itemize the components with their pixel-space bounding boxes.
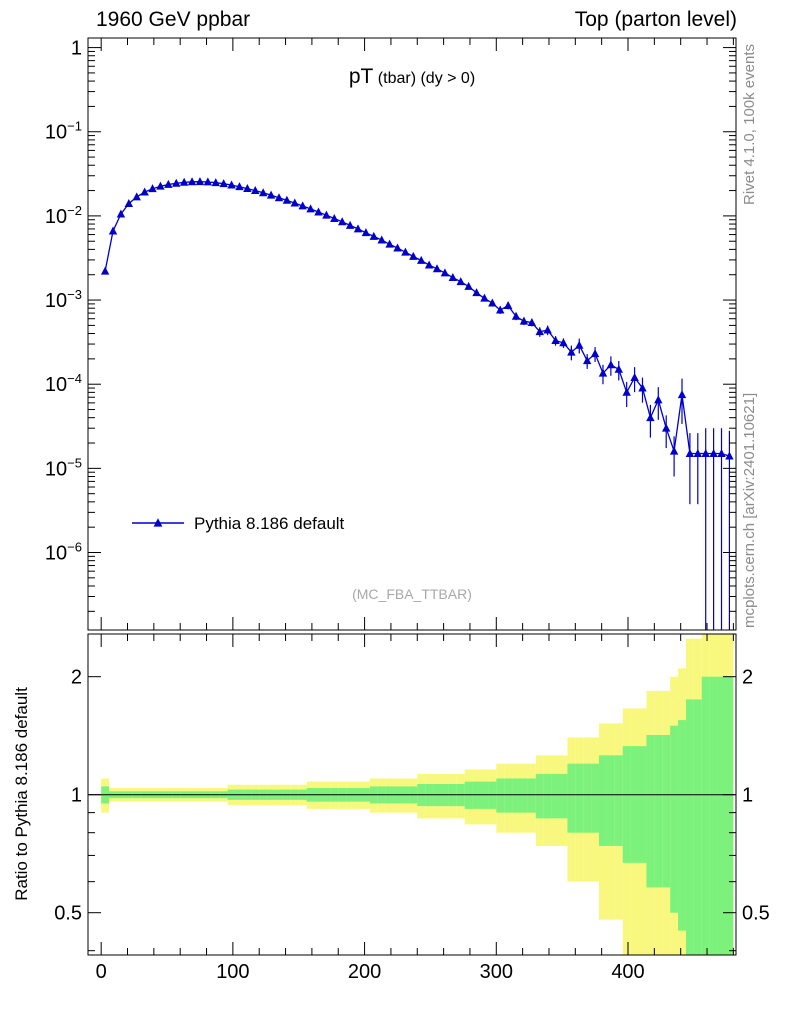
svg-text:10−5: 10−5 xyxy=(45,455,82,480)
axes: 0 100 200 300 400 1 10−1 10−2 10−3 10−4 10−5 10−6 0.… xyxy=(45,37,770,983)
ratio-axis-title: Ratio to Pythia 8.186 default xyxy=(12,687,31,901)
legend: Pythia 8.186 default xyxy=(132,514,345,533)
svg-text:0.5: 0.5 xyxy=(54,903,82,925)
process-label: Top (parton level) xyxy=(575,8,737,31)
analysis-watermark: (MC_FBA_TTBAR) xyxy=(352,586,472,602)
legend-triangle-marker-icon xyxy=(153,518,163,527)
svg-text:10−6: 10−6 xyxy=(45,540,82,565)
svg-text:2: 2 xyxy=(742,667,753,689)
svg-text:400: 400 xyxy=(611,961,644,983)
beam-energy-label: 1960 GeV ppbar xyxy=(96,8,250,31)
svg-text:10−4: 10−4 xyxy=(45,371,82,396)
svg-text:0: 0 xyxy=(96,961,107,983)
rivet-version-label: Rivet 4.1.0, 100k events xyxy=(741,44,758,205)
svg-text:100: 100 xyxy=(216,961,249,983)
svg-text:10−2: 10−2 xyxy=(45,203,82,228)
svg-text:300: 300 xyxy=(480,961,513,983)
svg-text:1: 1 xyxy=(71,38,82,60)
svg-text:10−1: 10−1 xyxy=(45,119,82,144)
svg-text:200: 200 xyxy=(348,961,381,983)
svg-text:1: 1 xyxy=(742,785,753,807)
svg-text:1: 1 xyxy=(71,785,82,807)
main-series xyxy=(100,177,734,630)
svg-text:10−3: 10−3 xyxy=(45,287,82,312)
plot-title: pT (tbar) (dy > 0) xyxy=(349,65,475,88)
svg-text:0.5: 0.5 xyxy=(742,903,770,925)
svg-text:2: 2 xyxy=(71,667,82,689)
chart-render-layer: 0 100 200 300 400 1 10−1 10−2 10−3 10−4 10−5 10−6 0.… xyxy=(45,37,770,983)
plot-title-cuts: (tbar) (dy > 0) xyxy=(378,70,475,87)
legend-entry-label: Pythia 8.186 default xyxy=(194,514,345,533)
mcplots-reference-label: mcplots.cern.ch [arXiv:2401.10621] xyxy=(741,393,758,628)
plot-title-observable: pT xyxy=(349,65,374,88)
